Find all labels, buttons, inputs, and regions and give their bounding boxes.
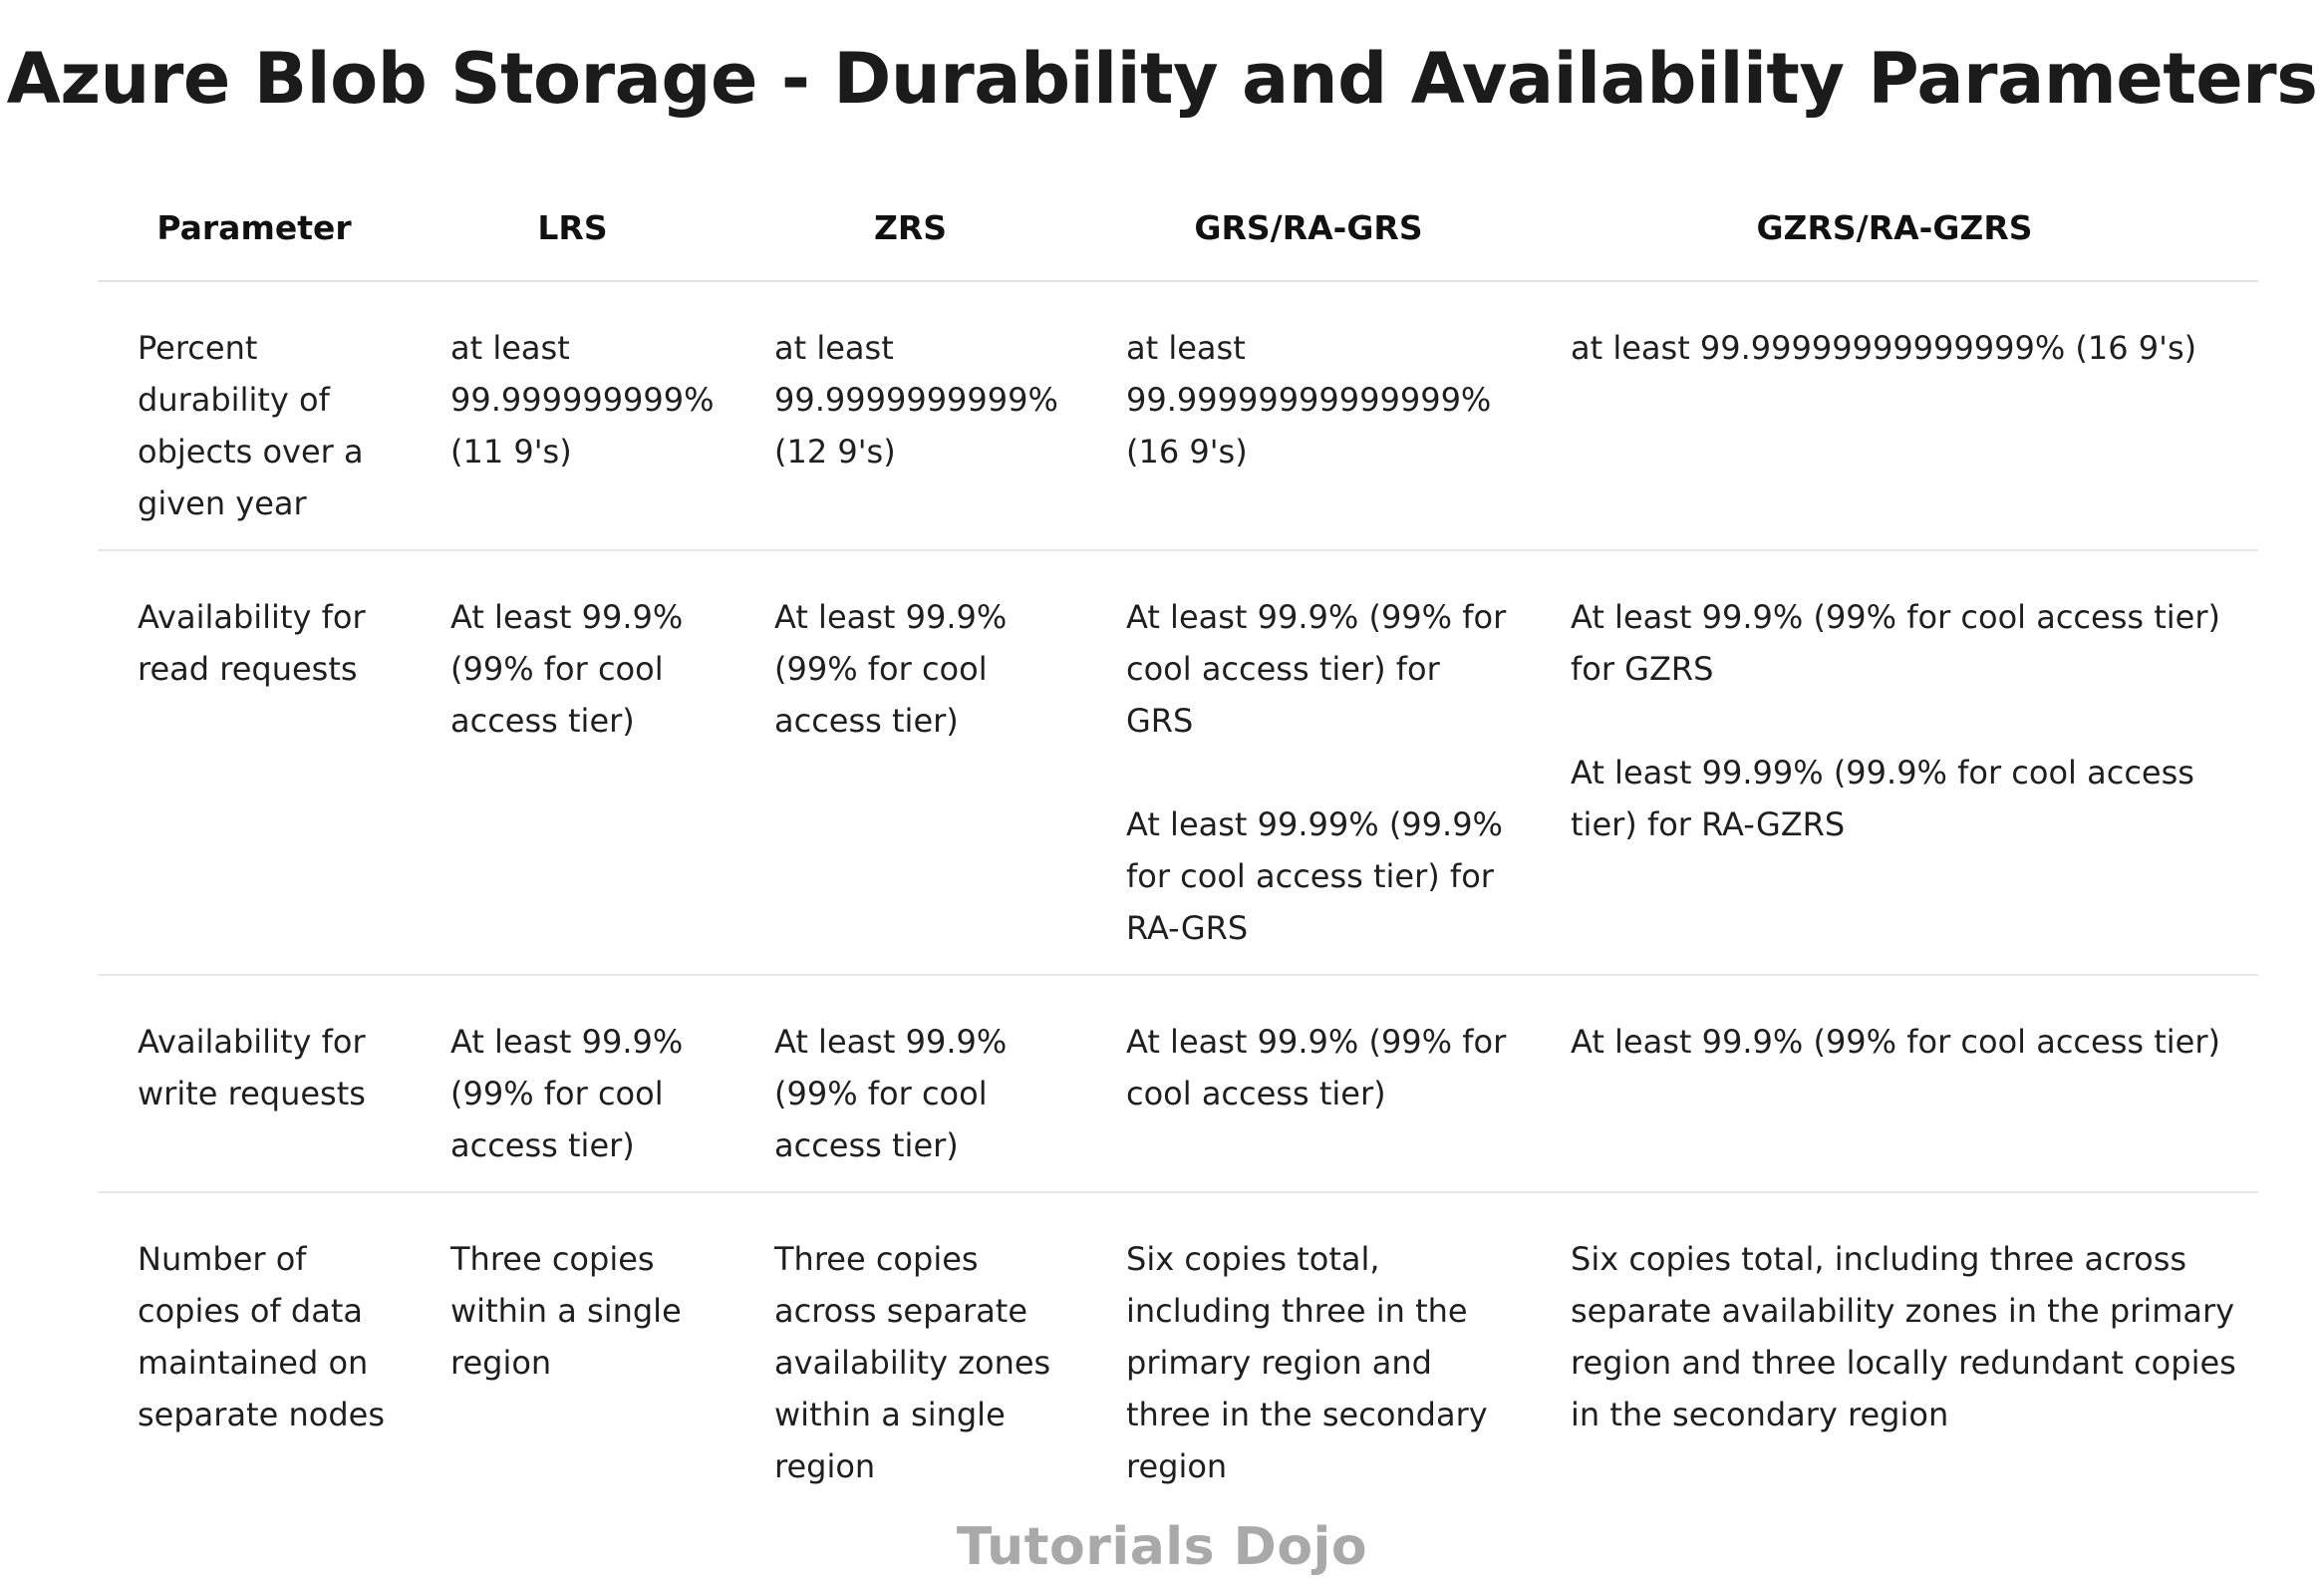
table-row: Availability for write requests At least…: [98, 975, 2258, 1193]
cell-zrs: Three copies across separate availabilit…: [734, 1192, 1086, 1512]
cell-zrs: At least 99.9% (99% for cool access tier…: [734, 975, 1086, 1193]
table-row: Availability for read requests At least …: [98, 550, 2258, 976]
cell-text: Three copies within a single region: [450, 1240, 682, 1382]
cell-text: At least 99.99% (99.9% for cool access t…: [1126, 805, 1503, 947]
watermark-logo: Tutorials Dojo: [956, 1517, 1368, 1577]
table-row: Number of copies of data maintained on s…: [98, 1192, 2258, 1512]
cell-lrs: at least 99.999999999% (11 9's): [411, 281, 734, 551]
cell-lrs: At least 99.9% (99% for cool access tier…: [411, 550, 734, 976]
header-row: Parameter LRS ZRS GRS/RA-GRS GZRS/RA-GZR…: [98, 174, 2258, 282]
cell-zrs: at least 99.9999999999% (12 9's): [734, 281, 1086, 551]
cell-zrs: At least 99.9% (99% for cool access tier…: [734, 550, 1086, 976]
cell-text: At least 99.9% (99% for cool access tier…: [1126, 598, 1507, 740]
cell-text: At least 99.9% (99% for cool access tier…: [1571, 1023, 2220, 1061]
cell-gzrs: at least 99.99999999999999% (16 9's): [1531, 281, 2258, 551]
header-parameter: Parameter: [98, 174, 411, 282]
table-body: Percent durability of objects over a giv…: [98, 281, 2258, 1512]
cell-text: at least 99.99999999999999% (16 9's): [1571, 329, 2197, 367]
cell-text: At least 99.9% (99% for cool access tier…: [450, 1023, 684, 1164]
cell-text: Three copies across separate availabilit…: [774, 1240, 1051, 1485]
cell-grs: Six copies total, including three in the…: [1086, 1192, 1531, 1512]
cell-text: At least 99.9% (99% for cool access tier…: [1126, 1023, 1507, 1112]
cell-text: at least 99.9999999999% (12 9's): [774, 329, 1058, 471]
cell-parameter: Number of copies of data maintained on s…: [138, 1240, 385, 1433]
cell-text: at least 99.99999999999999% (16 9's): [1126, 329, 1492, 471]
header-lrs: LRS: [411, 174, 734, 282]
header-zrs: ZRS: [734, 174, 1086, 282]
cell-grs: at least 99.99999999999999% (16 9's): [1086, 281, 1531, 551]
cell-gzrs: At least 99.9% (99% for cool access tier…: [1531, 975, 2258, 1193]
parameters-table: Parameter LRS ZRS GRS/RA-GRS GZRS/RA-GZR…: [98, 174, 2258, 1512]
cell-parameter: Availability for write requests: [98, 975, 411, 1193]
cell-text: At least 99.9% (99% for cool access tier…: [774, 1023, 1008, 1164]
cell-text: Six copies total, including three in the…: [1126, 1240, 1488, 1485]
cell-text: Six copies total, including three across…: [1571, 1240, 2236, 1433]
table-header: Parameter LRS ZRS GRS/RA-GRS GZRS/RA-GZR…: [98, 174, 2258, 282]
page-title: Azure Blob Storage - Durability and Avai…: [6, 38, 2318, 120]
cell-text: at least 99.999999999% (11 9's): [450, 329, 715, 471]
cell-grs: At least 99.9% (99% for cool access tier…: [1086, 550, 1531, 976]
table-row: Percent durability of objects over a giv…: [98, 281, 2258, 551]
header-gzrs: GZRS/RA-GZRS: [1531, 174, 2258, 282]
cell-text: At least 99.99% (99.9% for cool access t…: [1571, 754, 2194, 843]
cell-parameter: Percent durability of objects over a giv…: [98, 281, 411, 551]
cell-text: At least 99.9% (99% for cool access tier…: [450, 598, 684, 740]
cell-lrs: Three copies within a single region: [411, 1192, 734, 1512]
header-grs: GRS/RA-GRS: [1086, 174, 1531, 282]
cell-text: At least 99.9% (99% for cool access tier…: [774, 598, 1008, 740]
cell-gzrs: Six copies total, including three across…: [1531, 1192, 2258, 1512]
cell-text: At least 99.9% (99% for cool access tier…: [1571, 598, 2220, 688]
cell-parameter: Availability for read requests: [98, 550, 411, 976]
cell-lrs: At least 99.9% (99% for cool access tier…: [411, 975, 734, 1193]
cell-grs: At least 99.9% (99% for cool access tier…: [1086, 975, 1531, 1193]
cell-gzrs: At least 99.9% (99% for cool access tier…: [1531, 550, 2258, 976]
